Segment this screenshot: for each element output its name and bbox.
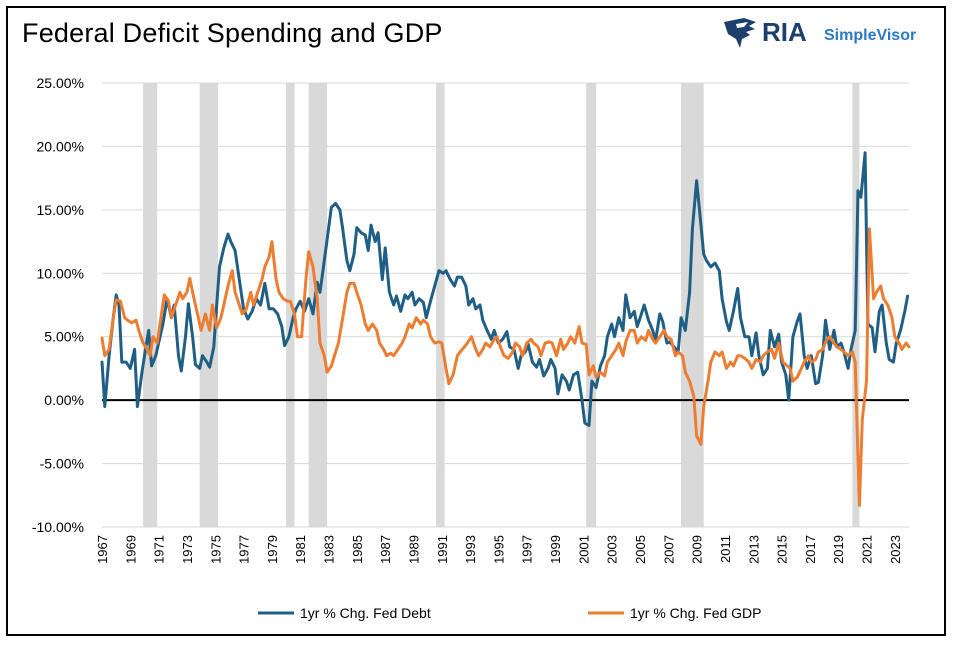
- x-tick-label: 1985: [350, 535, 365, 564]
- x-tick-label: 2015: [775, 535, 790, 564]
- x-tick-label: 1999: [548, 535, 563, 564]
- x-tick-label: 2019: [831, 535, 846, 564]
- y-axis-ticks: 25.00% 20.00% 15.00% 10.00% 5.00% 0.00% -5.00%…: [32, 75, 84, 535]
- legend-label-fed-gdp: 1yr % Chg. Fed GDP: [630, 605, 762, 621]
- x-tick-label: 2005: [633, 535, 648, 564]
- x-tick-label: 1971: [152, 535, 167, 564]
- recession-band-1: [199, 83, 219, 527]
- x-tick-label: 2011: [718, 535, 733, 563]
- recession-bands: [143, 83, 860, 527]
- legend-label-fed-debt: 1yr % Chg. Fed Debt: [300, 605, 431, 621]
- x-tick-label: 1993: [463, 535, 478, 564]
- x-tick-label: 1989: [406, 535, 421, 564]
- series-line-fed-debt: [100, 151, 910, 427]
- x-tick-label: 1969: [123, 535, 138, 564]
- series-lines: [100, 151, 911, 507]
- x-axis-ticks: 1967 1969 1971 1973 1975 1977 1979 1981 1983 1985…: [95, 535, 903, 564]
- ria-simplevisor-logo: RIA SimpleVisor: [724, 17, 916, 48]
- svg-text:RIA: RIA: [762, 17, 807, 47]
- y-tick-label: 20.00%: [37, 138, 84, 154]
- x-tick-label: 1995: [491, 535, 506, 564]
- chart-title: Federal Deficit Spending and GDP: [22, 18, 443, 48]
- x-tick-label: 2021: [860, 535, 875, 564]
- x-tick-label: 2007: [661, 535, 676, 564]
- y-tick-label: 10.00%: [37, 265, 84, 281]
- x-tick-label: 1987: [378, 535, 393, 564]
- x-tick-label: 1977: [237, 535, 252, 564]
- recession-band-4: [436, 83, 445, 527]
- x-tick-label: 1973: [180, 535, 195, 564]
- y-tick-label: 25.00%: [37, 75, 84, 91]
- legend: 1yr % Chg. Fed Debt 1yr % Chg. Fed GDP: [258, 605, 762, 621]
- x-tick-label: 2023: [888, 535, 903, 564]
- x-tick-label: 1975: [208, 535, 223, 564]
- x-tick-label: 2003: [605, 535, 620, 564]
- series-line-fed-gdp: [100, 227, 911, 507]
- x-tick-label: 1997: [520, 535, 535, 564]
- recession-band-5: [586, 83, 597, 527]
- x-tick-label: 1979: [265, 535, 280, 564]
- y-tick-label: 5.00%: [44, 329, 84, 345]
- eagle-icon: [724, 18, 756, 48]
- x-tick-label: 1983: [322, 535, 337, 564]
- y-tick-label: 0.00%: [44, 392, 84, 408]
- x-tick-label: 1967: [95, 535, 110, 564]
- x-tick-label: 1991: [435, 535, 450, 564]
- recession-band-6: [681, 83, 704, 527]
- y-tick-label: -5.00%: [40, 456, 84, 472]
- y-tick-label: -10.00%: [32, 519, 84, 535]
- x-tick-label: 2013: [746, 535, 761, 564]
- x-tick-label: 2017: [803, 535, 818, 564]
- x-tick-label: 1981: [293, 535, 308, 564]
- recession-band-0: [143, 83, 158, 527]
- svg-text:SimpleVisor: SimpleVisor: [824, 27, 916, 44]
- x-tick-label: 2009: [690, 535, 705, 564]
- y-tick-label: 15.00%: [37, 202, 84, 218]
- x-tick-label: 2001: [576, 535, 591, 564]
